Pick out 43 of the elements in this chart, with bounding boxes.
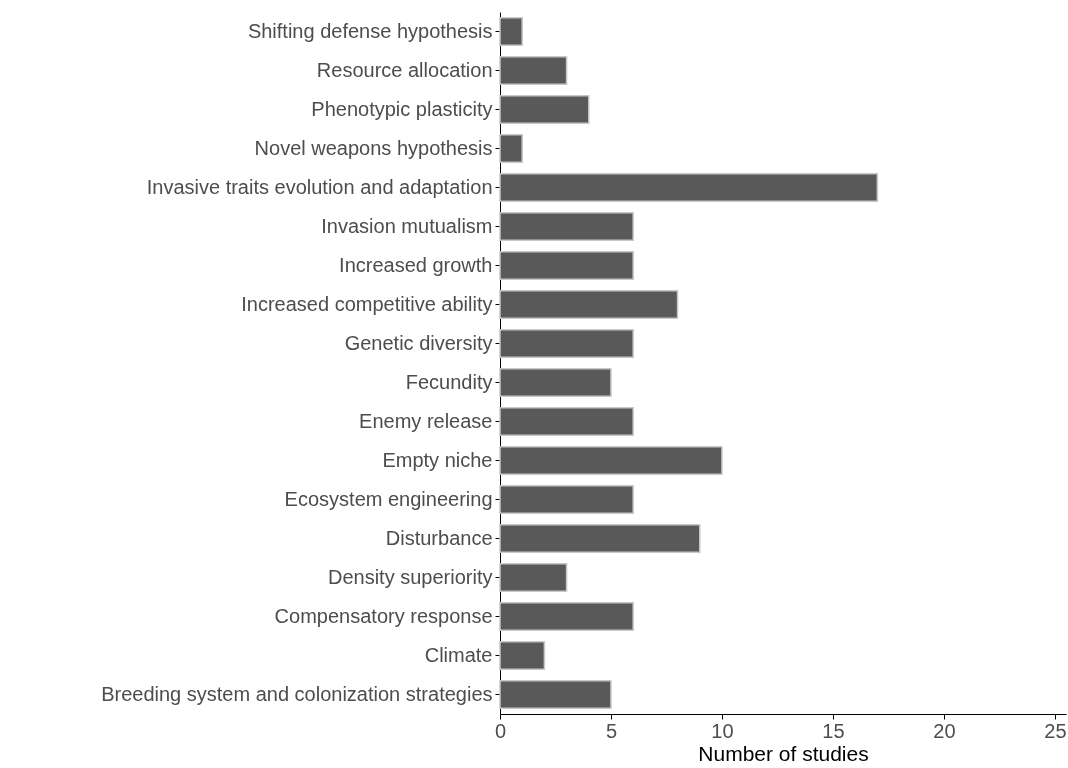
y-tick-label: Novel weapons hypothesis [254,136,493,159]
bar [499,680,612,709]
y-tick-label: Climate [424,643,493,666]
bar [499,329,634,358]
x-axis-title: Number of studies [698,741,869,765]
bar [499,173,879,202]
y-tick-label: Increased competitive ability [241,292,493,315]
bar [499,485,634,514]
x-tick-label: 25 [1044,719,1067,742]
x-tick-label: 10 [711,719,734,742]
bar [499,446,723,475]
bar [499,17,523,46]
y-tick-label: Empty niche [382,448,493,471]
y-tick-label: Density superiority [327,565,493,588]
y-tick-label: Shifting defense hypothesis [247,19,493,42]
bar [499,407,634,436]
bar [499,56,568,85]
bar [499,290,679,319]
bar [499,524,701,553]
y-tick-label: Ecosystem engineering [284,487,493,510]
bar [499,602,634,631]
y-tick-label: Resource allocation [316,58,493,81]
y-tick-label: Phenotypic plasticity [311,97,493,120]
bar [499,251,634,280]
y-tick-label: Invasion mutualism [321,214,493,237]
y-tick-label: Enemy release [359,409,493,432]
x-tick-label: 15 [822,719,845,742]
y-tick-label: Increased growth [339,253,493,276]
y-tick-label: Compensatory response [274,604,493,627]
y-tick-label: Fecundity [405,370,493,393]
bar [499,95,590,124]
bar [499,641,546,670]
x-tick-label: 20 [933,719,956,742]
x-tick-label: 0 [494,719,507,742]
x-tick-label: 5 [605,719,618,742]
bar [499,368,612,397]
bar [499,134,523,163]
bar [499,212,634,241]
y-tick-label: Invasive traits evolution and adaptation [146,175,493,198]
bar [499,563,568,592]
y-tick-label: Breeding system and colonization strategies [101,682,493,705]
y-tick-label: Disturbance [385,526,493,549]
y-tick-label: Genetic diversity [344,331,493,354]
